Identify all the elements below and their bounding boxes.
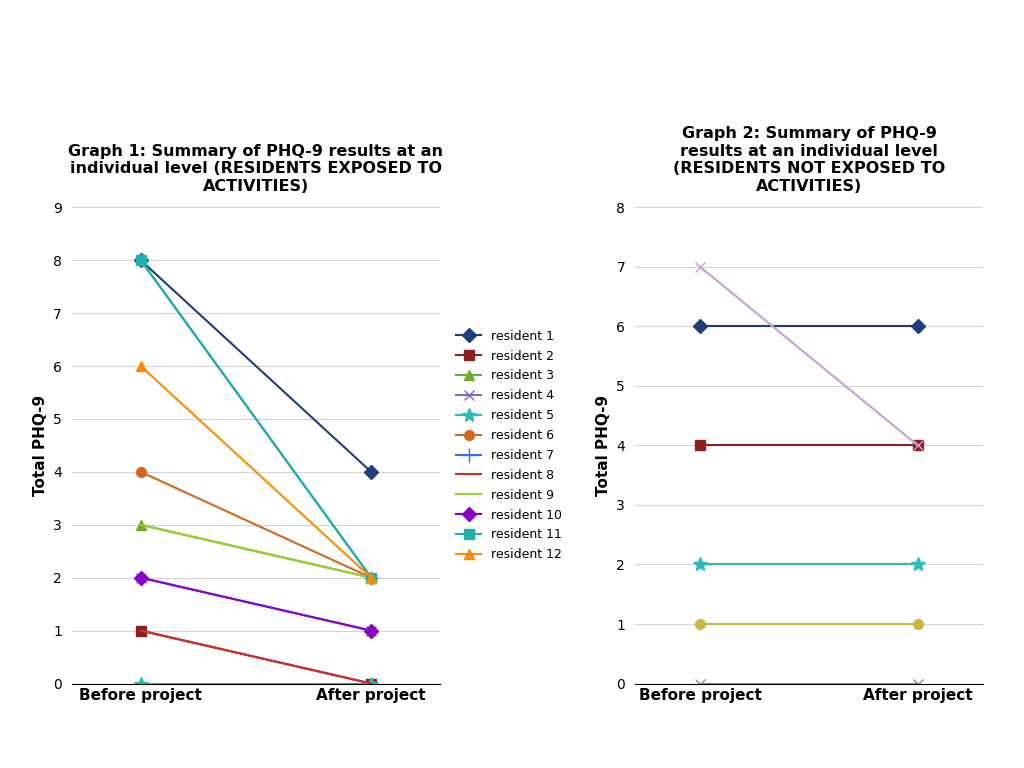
resident 1 [365, 467, 377, 476]
resident 6 [365, 573, 377, 582]
Line: resident 9: resident 9 [141, 525, 371, 578]
Line: resident 10: resident 10 [136, 573, 376, 635]
resident 4 [365, 626, 377, 635]
resident 2 [135, 626, 147, 635]
Title: Graph 2: Summary of PHQ-9
results at an individual level
(RESIDENTS NOT EXPOSED : Graph 2: Summary of PHQ-9 results at an … [673, 127, 945, 194]
resident 8 [365, 679, 377, 688]
resident 8 [135, 626, 147, 635]
Line: resident 1: resident 1 [136, 256, 376, 477]
Line: resident 3: resident 3 [136, 520, 376, 583]
resident 3 [135, 520, 147, 529]
Y-axis label: Total PHQ-9: Total PHQ-9 [33, 395, 47, 496]
resident 5 [135, 679, 147, 688]
resident 9 [135, 520, 147, 529]
resident 5 [365, 679, 377, 688]
resident 7 [135, 256, 147, 265]
resident 10 [365, 626, 377, 635]
resident 6 [135, 467, 147, 476]
resident 11 [135, 256, 147, 265]
Y-axis label: Total PHQ-9: Total PHQ-9 [596, 395, 610, 496]
resident 2 [365, 679, 377, 688]
resident 7 [365, 573, 377, 582]
Line: resident 8: resident 8 [141, 631, 371, 684]
Title: Graph 1: Summary of PHQ-9 results at an
individual level (RESIDENTS EXPOSED TO
A: Graph 1: Summary of PHQ-9 results at an … [69, 144, 443, 194]
Line: resident 4: resident 4 [136, 573, 376, 635]
resident 12 [365, 573, 377, 582]
Line: resident 11: resident 11 [136, 256, 376, 583]
resident 11 [365, 573, 377, 582]
resident 9 [365, 573, 377, 582]
resident 12 [135, 362, 147, 371]
Line: resident 12: resident 12 [136, 361, 376, 583]
Line: resident 5: resident 5 [134, 677, 378, 690]
resident 4 [135, 573, 147, 582]
resident 10 [135, 573, 147, 582]
Line: resident 6: resident 6 [136, 467, 376, 583]
Line: resident 2: resident 2 [136, 626, 376, 688]
resident 1 [135, 256, 147, 265]
resident 3 [365, 573, 377, 582]
Line: resident 7: resident 7 [134, 253, 378, 584]
Legend: resident 1, resident 2, resident 3, resident 4, resident 5, resident 6, resident: resident 1, resident 2, resident 3, resi… [454, 327, 565, 564]
